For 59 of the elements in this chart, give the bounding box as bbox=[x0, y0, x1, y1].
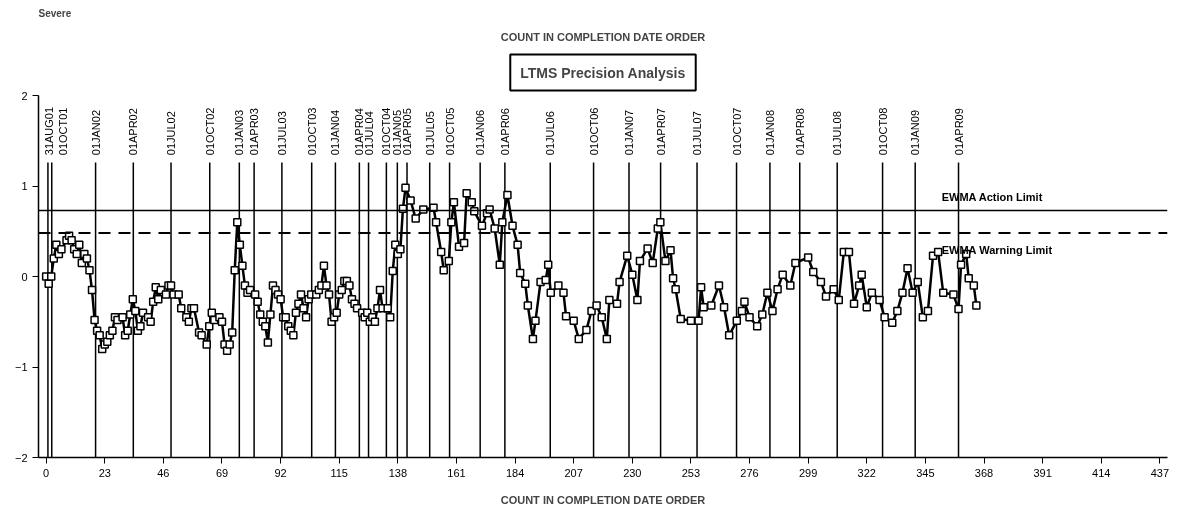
y-tick-label: −2 bbox=[14, 451, 28, 464]
text: Severe bbox=[38, 7, 72, 19]
x-tick-label: 0 bbox=[43, 466, 50, 479]
x-tick-label: 253 bbox=[681, 466, 701, 479]
ref-line-label: 01JUL02 bbox=[165, 111, 178, 156]
ref-line-label: 01OCT03 bbox=[305, 107, 318, 156]
ref-line-label: 31AUG01 bbox=[42, 106, 55, 156]
ref-line-label: 01OCT08 bbox=[876, 107, 889, 156]
ref-line-label: 01JUL06 bbox=[544, 111, 557, 156]
x-tick-label: 345 bbox=[916, 466, 935, 479]
ref-line-label: 01JAN08 bbox=[763, 109, 776, 156]
chart-title: COUNT IN COMPLETION DATE ORDER bbox=[500, 30, 706, 43]
ref-line-label: 01OCT05 bbox=[443, 107, 456, 156]
y-tick-label: 2 bbox=[21, 89, 28, 102]
ref-line-label: 01JAN09 bbox=[909, 109, 922, 156]
chart-subtitle: LTMS Precision Analysis bbox=[520, 64, 686, 81]
x-tick-label: 368 bbox=[974, 466, 994, 479]
x-tick-label: 115 bbox=[330, 466, 349, 479]
ref-line-label: 01JAN03 bbox=[233, 109, 246, 156]
ref-line-label: 01JUL03 bbox=[275, 111, 288, 156]
ref-line-label: 01JUL05 bbox=[423, 111, 436, 156]
ref-line-label: 01APR02 bbox=[127, 108, 140, 156]
y-tick-label: −1 bbox=[14, 361, 28, 373]
ref-line-label: 01JAN07 bbox=[623, 109, 635, 156]
ref-line-label: 01APR06 bbox=[498, 108, 511, 156]
x-tick-label: 138 bbox=[388, 466, 408, 479]
ref-line-label: 01APR09 bbox=[952, 108, 965, 156]
ref-line-label: 01OCT06 bbox=[587, 107, 600, 156]
ref-line-label: 01OCT02 bbox=[203, 107, 216, 156]
x-tick-label: 46 bbox=[157, 466, 170, 479]
ref-line-label: 01JAN04 bbox=[329, 109, 342, 156]
ref-line-label: 01JUL08 bbox=[831, 111, 844, 156]
ref-line-label: 01APR05 bbox=[401, 108, 414, 156]
ref-line-label: 01APR07 bbox=[654, 108, 667, 156]
x-axis-title: COUNT IN COMPLETION DATE ORDER bbox=[500, 493, 706, 506]
y-tick-label: 0 bbox=[21, 270, 28, 283]
x-tick-label: 437 bbox=[1150, 466, 1170, 479]
ref-line-label: 01OCT07 bbox=[730, 107, 743, 156]
ref-line-label: 01JAN02 bbox=[89, 109, 102, 156]
x-tick-label: 414 bbox=[1092, 466, 1111, 479]
ref-line-label: 01JAN06 bbox=[474, 109, 487, 156]
x-tick-label: 391 bbox=[1033, 466, 1052, 479]
x-tick-label: 299 bbox=[798, 466, 818, 479]
x-tick-label: 69 bbox=[215, 466, 229, 479]
x-tick-label: 230 bbox=[623, 466, 642, 479]
y-tick-label: 1 bbox=[21, 180, 28, 192]
ref-line-label: 01JAN05 bbox=[391, 109, 404, 156]
x-tick-label: 23 bbox=[98, 466, 111, 479]
ref-line-label: 01JUL07 bbox=[691, 111, 704, 156]
ref-line-label: 01OCT04 bbox=[380, 107, 393, 156]
x-tick-label: 184 bbox=[505, 466, 525, 479]
ref-line-label: 01OCT01 bbox=[56, 107, 69, 156]
ref-line-label: 01APR08 bbox=[793, 108, 806, 156]
ref-line-label: 01APR03 bbox=[248, 108, 261, 156]
x-tick-label: 161 bbox=[447, 466, 466, 479]
x-tick-label: 276 bbox=[740, 466, 759, 479]
x-tick-label: 207 bbox=[564, 466, 583, 479]
x-tick-label: 92 bbox=[274, 466, 287, 479]
x-tick-label: 322 bbox=[857, 466, 876, 479]
